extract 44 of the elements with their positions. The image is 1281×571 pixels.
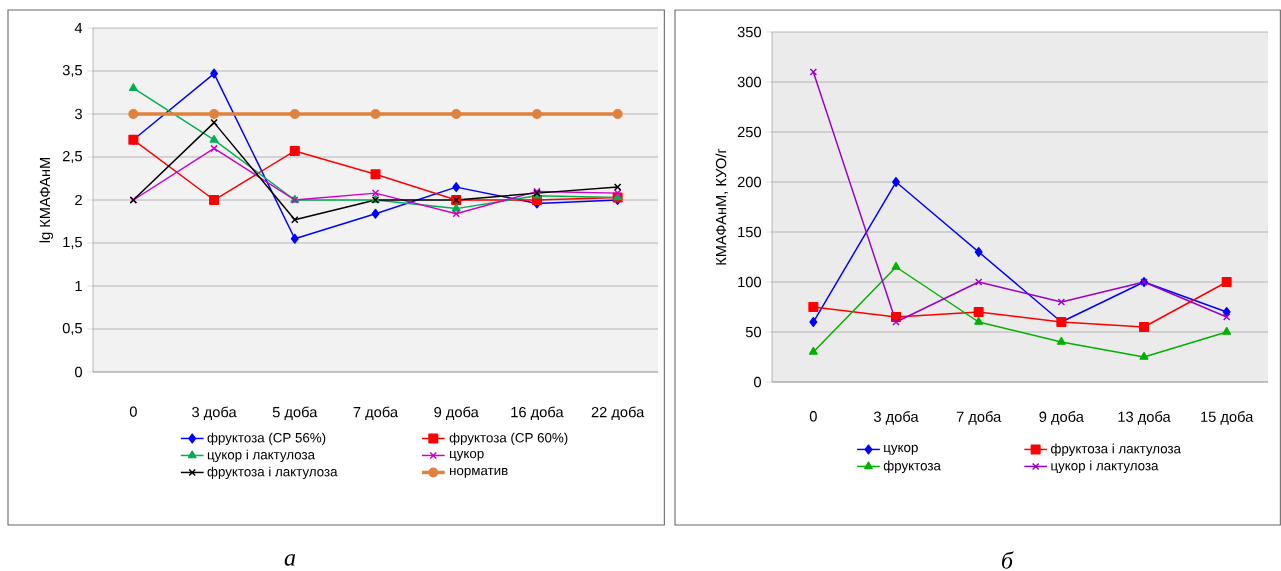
legend-label: фруктоза (СР 56%) bbox=[207, 432, 326, 446]
y-tick-label: 3 bbox=[75, 108, 82, 120]
y-tick-label: 1,5 bbox=[63, 237, 82, 249]
y-tick-label: 0,5 bbox=[62, 322, 82, 336]
y-tick-label: 300 bbox=[737, 76, 762, 88]
legend-label: фруктоза bbox=[883, 460, 941, 474]
y-tick-label: 250 bbox=[737, 126, 762, 138]
legend-label: цукор bbox=[884, 444, 918, 455]
legend-label: цукор і лактулоза bbox=[1051, 460, 1159, 474]
y-tick-label: 100 bbox=[738, 276, 762, 288]
x-tick-label: 0 bbox=[129, 406, 137, 417]
x-tick-label: 16 доба bbox=[511, 406, 564, 421]
x-tick-label: 0 bbox=[809, 411, 817, 422]
y-tick-label: 4 bbox=[74, 22, 83, 34]
x-tick-label: 15 доба bbox=[1201, 411, 1254, 425]
x-tick-label: 3 доба bbox=[873, 411, 919, 425]
y-tick-label: 0 bbox=[754, 376, 762, 388]
legend-label: фруктоза і лактулоза bbox=[207, 466, 338, 480]
text: а bbox=[284, 554, 296, 566]
legend-label: фруктоза і лактулоза bbox=[1051, 443, 1181, 457]
y-tick-label: 2,5 bbox=[62, 150, 82, 164]
x-tick-label: 7 доба bbox=[353, 406, 399, 421]
legend-label: фруктоза (СР 60%) bbox=[449, 432, 568, 446]
text: б bbox=[1002, 551, 1014, 569]
y-tick-label: 2 bbox=[75, 194, 82, 206]
y-axis-title: lg КМАФАнМ bbox=[39, 157, 54, 243]
x-tick-label: 9 доба bbox=[434, 406, 479, 421]
y-tick-label: 200 bbox=[737, 176, 762, 188]
legend-label: цукор і лактулоза bbox=[207, 449, 316, 463]
legend-label: цукор bbox=[450, 450, 484, 461]
y-axis-title: КМАФАнМ, КУО/г bbox=[715, 148, 728, 265]
y-tick-label: 3,5 bbox=[62, 64, 82, 78]
x-tick-label: 13 доба bbox=[1118, 411, 1171, 425]
legend-label: норматив bbox=[450, 467, 508, 478]
x-tick-label: 22 доба bbox=[591, 406, 645, 421]
y-tick-label: 350 bbox=[737, 26, 762, 38]
y-tick-label: 1 bbox=[75, 280, 82, 292]
x-tick-label: 3 доба bbox=[192, 406, 237, 421]
x-tick-label: 5 доба bbox=[272, 406, 318, 421]
x-tick-label: 9 доба bbox=[1039, 411, 1084, 425]
x-tick-label: 7 доба bbox=[956, 411, 1002, 425]
y-tick-label: 50 bbox=[745, 326, 762, 338]
y-tick-label: 0 bbox=[75, 366, 83, 378]
y-tick-label: 150 bbox=[738, 226, 762, 238]
